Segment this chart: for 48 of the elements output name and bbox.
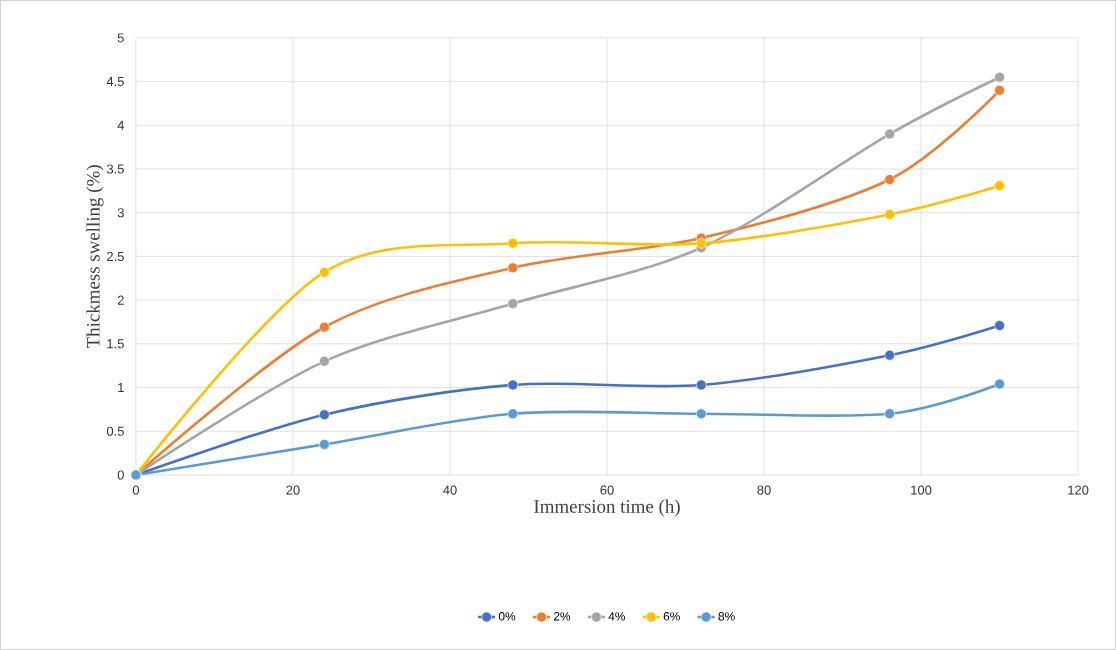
point <box>507 298 519 309</box>
point <box>994 378 1005 390</box>
point <box>884 128 895 140</box>
y-tick-label: 0 <box>117 470 124 480</box>
y-axis-title: Thickmess swelling (%) <box>86 165 104 349</box>
point <box>319 321 330 333</box>
point <box>695 379 707 391</box>
y-tick-label: 1 <box>118 383 124 393</box>
y-tick-label: 3 <box>117 208 124 218</box>
x-tick-label: 100 <box>911 485 932 495</box>
point <box>884 174 895 185</box>
point <box>507 408 519 420</box>
point <box>319 409 330 421</box>
point <box>695 408 707 420</box>
point <box>507 238 519 249</box>
point <box>994 71 1005 83</box>
y-tick-label: 3.5 <box>106 164 124 174</box>
point <box>994 180 1005 191</box>
x-tick-label: 120 <box>1068 485 1089 495</box>
y-tick-label: 4.5 <box>106 77 124 87</box>
legend-label: 4% <box>608 612 626 621</box>
y-tick-label: 2 <box>117 295 124 305</box>
legend-label: 6% <box>663 612 680 621</box>
legend-label: 0% <box>498 612 516 621</box>
point <box>884 408 895 420</box>
y-tick-label: 2.5 <box>107 251 124 262</box>
point <box>319 356 330 367</box>
point <box>884 349 895 361</box>
y-tick-label: 1.5 <box>107 339 124 349</box>
legend-label: 8% <box>718 612 735 621</box>
y-tick-label: 5 <box>117 33 124 43</box>
x-tick-label: 20 <box>286 485 300 495</box>
x-tick-label: 60 <box>600 485 614 495</box>
x-tick-label: 80 <box>757 485 771 495</box>
x-tick-label: 40 <box>443 485 457 495</box>
point <box>695 238 707 249</box>
legend-label: 2% <box>553 612 571 621</box>
y-tick-label: 0.5 <box>106 426 124 436</box>
point <box>884 209 895 220</box>
x-axis-title: Immersion time (h) <box>534 499 680 517</box>
y-tick-label: 4 <box>117 120 125 130</box>
point <box>994 85 1005 96</box>
point <box>319 439 330 450</box>
point <box>507 379 519 391</box>
point <box>994 320 1005 331</box>
x-tick-label: 0 <box>132 485 140 495</box>
point <box>507 262 519 274</box>
point <box>319 266 330 278</box>
